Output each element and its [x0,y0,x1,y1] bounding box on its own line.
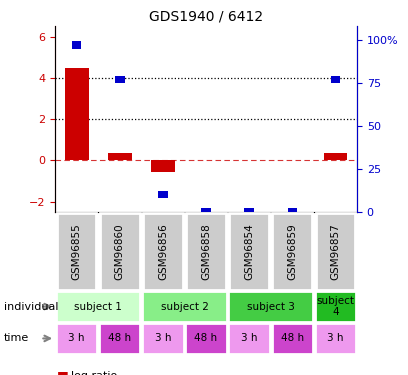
Bar [229,213,269,290]
Bar [56,323,98,354]
Text: 3 h: 3 h [69,333,85,344]
Bar [108,153,132,160]
Text: 48 h: 48 h [108,333,131,344]
Bar [142,291,227,322]
Text: ■: ■ [57,369,69,375]
Bar [186,213,226,290]
Bar [288,208,297,216]
Bar [57,213,96,290]
Text: 3 h: 3 h [155,333,171,344]
Bar [72,42,81,49]
Bar [228,323,270,354]
Text: 48 h: 48 h [195,333,217,344]
Text: GSM96859: GSM96859 [287,223,297,280]
Text: subject 2: subject 2 [160,302,208,312]
Title: GDS1940 / 6412: GDS1940 / 6412 [149,10,263,24]
Bar [99,323,140,354]
Bar [315,291,356,322]
Text: subject
4: subject 4 [317,296,355,317]
Text: individual: individual [4,302,59,312]
Bar [158,191,168,198]
Text: subject 3: subject 3 [247,302,295,312]
Text: time: time [4,333,29,344]
Text: GSM96856: GSM96856 [158,223,168,280]
Bar [316,213,355,290]
Text: subject 1: subject 1 [74,302,122,312]
Text: 3 h: 3 h [327,333,344,344]
Text: GSM96854: GSM96854 [244,223,254,280]
Bar [100,213,140,290]
Text: GSM96855: GSM96855 [72,223,82,280]
Bar [151,160,175,172]
Text: GSM96857: GSM96857 [330,223,340,280]
Bar [201,208,211,216]
Bar [56,291,140,322]
Bar [244,208,254,216]
Bar [143,213,183,290]
Bar [185,323,227,354]
Bar [315,323,356,354]
Bar [273,213,312,290]
Bar [324,153,347,160]
Text: GSM96860: GSM96860 [115,223,125,280]
Bar [272,323,313,354]
Bar [115,76,124,83]
Bar [331,76,340,83]
Text: 48 h: 48 h [281,333,304,344]
Text: 3 h: 3 h [241,333,257,344]
Text: GSM96858: GSM96858 [201,223,211,280]
Bar [142,323,184,354]
Text: log ratio: log ratio [71,371,118,375]
Bar [228,291,313,322]
Bar [65,68,89,160]
